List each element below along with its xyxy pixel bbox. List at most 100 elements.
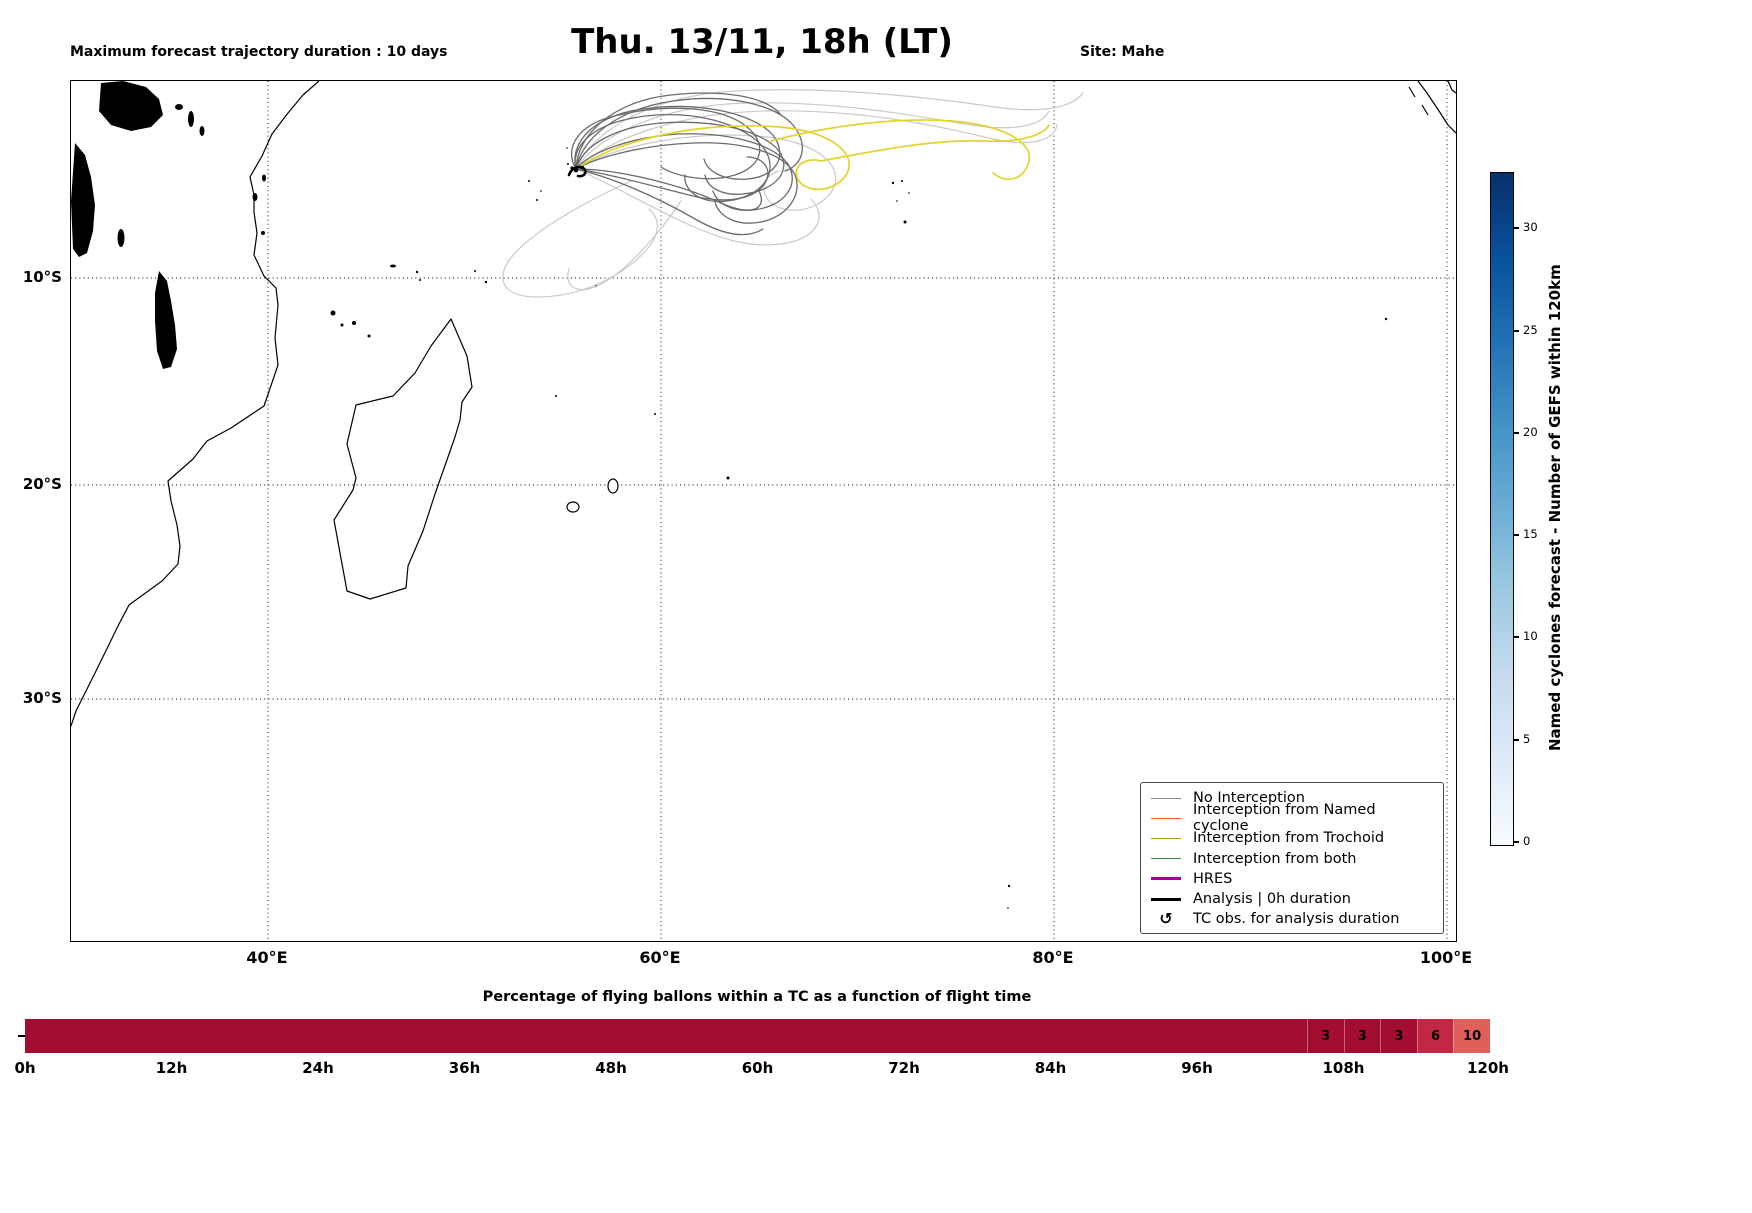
rodrigues-island bbox=[726, 476, 730, 480]
colorbar-tick bbox=[1514, 227, 1519, 229]
madagascar-coastline bbox=[333, 318, 473, 600]
legend-label: Interception from Named cyclone bbox=[1193, 802, 1376, 835]
lake-tanganyika bbox=[71, 143, 95, 257]
trajectories-no-interception-dark bbox=[570, 92, 803, 236]
amirantes-3 bbox=[540, 190, 542, 192]
rift-lake-manyara bbox=[199, 126, 205, 136]
purple-line-swatch bbox=[1151, 877, 1181, 881]
trajectory-analysis-black bbox=[567, 165, 587, 178]
legend-label: Interception from both bbox=[1193, 850, 1357, 867]
legend-label: Analysis | 0h duration bbox=[1193, 891, 1351, 908]
strip-cell-117h: 10 bbox=[1453, 1019, 1490, 1053]
launch-site-marker bbox=[573, 167, 579, 173]
legend-label: Interception from Trochoid bbox=[1193, 830, 1385, 847]
lon-tick-100e: 100°E bbox=[1419, 948, 1473, 967]
gray-line-swatch bbox=[1151, 797, 1181, 799]
comoros-grande-comore bbox=[330, 310, 336, 316]
lon-tick-40e: 40°E bbox=[246, 948, 288, 967]
colorbar-tick bbox=[1514, 636, 1519, 638]
colorbar-title: Named cyclones forecast - Number of GEFS… bbox=[1546, 264, 1564, 752]
coastlines bbox=[71, 81, 1456, 727]
x-tick-96h: 96h bbox=[1181, 1059, 1213, 1077]
x-tick-108h: 108h bbox=[1322, 1059, 1365, 1077]
site-text: Site: Mahe bbox=[1080, 44, 1165, 60]
legend-item-no-interception: No Interception bbox=[1151, 788, 1433, 808]
st-paul-island bbox=[1007, 907, 1009, 909]
strip-cell-111h: 3 bbox=[1380, 1019, 1417, 1053]
colorbar-tick bbox=[1514, 432, 1519, 434]
rift-lake-natron bbox=[188, 111, 194, 127]
strip-chart-title: Percentage of flying ballons within a TC… bbox=[482, 989, 1032, 1005]
colorbar-tick-25: 25 bbox=[1523, 323, 1538, 337]
amirantes-1 bbox=[528, 180, 530, 182]
legend-label: HRES bbox=[1193, 870, 1233, 887]
lake-victoria bbox=[99, 81, 163, 131]
map-canvas bbox=[71, 81, 1456, 941]
legend-label: TC obs. for analysis duration bbox=[1193, 911, 1400, 928]
strip-cell-105h: 3 bbox=[1306, 1019, 1344, 1053]
colorbar-tick-0: 0 bbox=[1523, 834, 1531, 848]
reunion-island bbox=[566, 501, 580, 513]
x-tick-60h: 60h bbox=[741, 1059, 774, 1077]
gefs-colorbar bbox=[1490, 172, 1514, 846]
x-tick-84h: 84h bbox=[1034, 1059, 1067, 1077]
colorbar-tick bbox=[1514, 330, 1519, 332]
amirantes-2 bbox=[536, 199, 538, 201]
x-tick-24h: 24h bbox=[302, 1059, 334, 1077]
lakes bbox=[71, 81, 205, 369]
lon-tick-60e: 60°E bbox=[639, 948, 681, 967]
legend-item-hres: HRES bbox=[1151, 869, 1433, 889]
x-tick-12h: 12h bbox=[155, 1059, 188, 1077]
legend-item-analysis: Analysis | 0h duration bbox=[1151, 889, 1433, 909]
legend-item-tc-obs: ↺ TC obs. for analysis duration bbox=[1151, 909, 1433, 929]
pemba-island bbox=[262, 174, 266, 182]
amsterdam-island bbox=[1007, 884, 1011, 888]
comoros-anjouan bbox=[352, 321, 356, 325]
x-tick-120h: 120h bbox=[1467, 1059, 1509, 1077]
x-tick-72h: 72h bbox=[888, 1059, 920, 1077]
trajectories-no-interception-light bbox=[502, 89, 1084, 298]
colorbar-tick-15: 15 bbox=[1523, 527, 1538, 541]
strip-y-tick bbox=[18, 1035, 25, 1037]
lat-tick-20s: 20°S bbox=[22, 475, 62, 493]
lat-tick-30s: 30°S bbox=[22, 689, 62, 707]
strip-chart-bar: 3 3 3 6 10 bbox=[25, 1019, 1490, 1053]
providence-atoll bbox=[474, 270, 476, 272]
cocos-islands bbox=[1384, 317, 1388, 321]
bird-island bbox=[566, 147, 568, 149]
mauritius-island bbox=[607, 478, 619, 494]
zanzibar-island bbox=[252, 193, 258, 201]
colorbar-tick-10: 10 bbox=[1523, 629, 1538, 643]
x-tick-36h: 36h bbox=[448, 1059, 481, 1077]
legend-item-named-cyclone: Interception from Named cyclone bbox=[1151, 802, 1433, 834]
colorbar-tick-20: 20 bbox=[1523, 425, 1538, 439]
colorbar-tick bbox=[1514, 739, 1519, 741]
strip-cell-108h: 3 bbox=[1343, 1019, 1381, 1053]
colorbar-tick-5: 5 bbox=[1523, 732, 1531, 746]
colorbar-tick bbox=[1514, 534, 1519, 536]
x-tick-0h: 0h bbox=[14, 1059, 36, 1077]
colorbar-tick-30: 30 bbox=[1523, 220, 1538, 234]
legend-label: No Interception bbox=[1193, 790, 1305, 807]
chagos-diego-garcia bbox=[903, 220, 907, 224]
trajectories-trochoid-yellow bbox=[575, 119, 1050, 191]
small-islands bbox=[252, 147, 1388, 909]
orange-line-swatch bbox=[1151, 817, 1181, 819]
map-legend: No Interception Interception from Named … bbox=[1140, 782, 1444, 934]
st-brandon bbox=[654, 413, 656, 415]
lake-rukwa bbox=[117, 229, 125, 247]
tromelin-island bbox=[555, 395, 557, 397]
green-line-swatch bbox=[1151, 858, 1181, 860]
mayotte-island bbox=[367, 334, 371, 338]
astove-atoll bbox=[419, 279, 421, 281]
legend-item-both: Interception from both bbox=[1151, 849, 1433, 869]
lake-malawi bbox=[155, 271, 177, 369]
x-tick-48h: 48h bbox=[595, 1059, 627, 1077]
lat-tick-10s: 10°S bbox=[22, 268, 62, 286]
comoros-moheli bbox=[340, 323, 344, 327]
graticule bbox=[71, 81, 1456, 941]
lon-tick-80e: 80°E bbox=[1032, 948, 1074, 967]
tc-obs-icon: ↺ bbox=[1159, 909, 1173, 929]
silhouette-island bbox=[567, 163, 569, 165]
sumatra-islands bbox=[1408, 81, 1456, 116]
